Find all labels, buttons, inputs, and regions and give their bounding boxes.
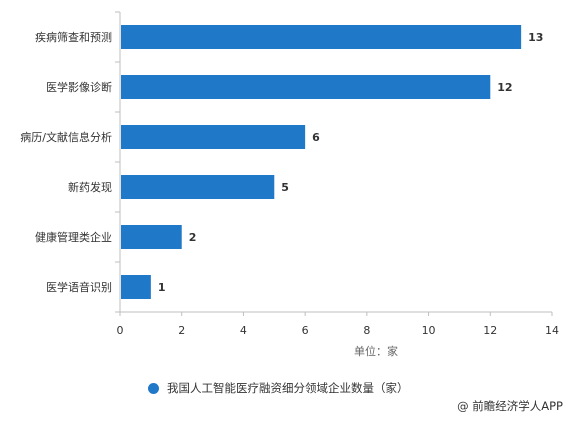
legend-label: 我国人工智能医疗融资细分领域企业数量（家） bbox=[167, 381, 409, 395]
x-tick-label: 14 bbox=[545, 324, 559, 337]
data-label: 13 bbox=[528, 31, 543, 44]
bar bbox=[121, 125, 306, 149]
data-label: 2 bbox=[189, 231, 197, 244]
x-tick-label: 8 bbox=[363, 324, 370, 337]
x-tick-label: 4 bbox=[240, 324, 247, 337]
category-label: 医学语音识别 bbox=[46, 280, 112, 294]
legend-marker bbox=[148, 382, 159, 394]
category-label: 疾病筛查和预测 bbox=[35, 30, 112, 44]
category-label: 健康管理类企业 bbox=[35, 230, 112, 244]
category-label: 新药发现 bbox=[68, 180, 112, 194]
x-tick-label: 0 bbox=[117, 324, 124, 337]
x-tick-label: 10 bbox=[422, 324, 436, 337]
x-axis-label: 单位：家 bbox=[354, 344, 398, 358]
x-tick-label: 12 bbox=[483, 324, 497, 337]
x-tick-label: 2 bbox=[178, 324, 185, 337]
bar bbox=[121, 275, 151, 299]
data-label: 6 bbox=[312, 131, 320, 144]
category-label: 医学影像诊断 bbox=[46, 80, 112, 94]
data-label: 1 bbox=[158, 281, 166, 294]
x-tick-label: 6 bbox=[302, 324, 309, 337]
bar bbox=[121, 25, 522, 49]
source-credit: @ 前瞻经济学人APP bbox=[457, 399, 563, 413]
data-label: 12 bbox=[497, 81, 512, 94]
category-label: 病历/文献信息分析 bbox=[20, 130, 112, 144]
bar bbox=[121, 225, 182, 249]
legend: 我国人工智能医疗融资细分领域企业数量（家） bbox=[148, 380, 409, 396]
bar bbox=[121, 175, 275, 199]
data-label: 5 bbox=[281, 181, 289, 194]
bar bbox=[121, 75, 491, 99]
